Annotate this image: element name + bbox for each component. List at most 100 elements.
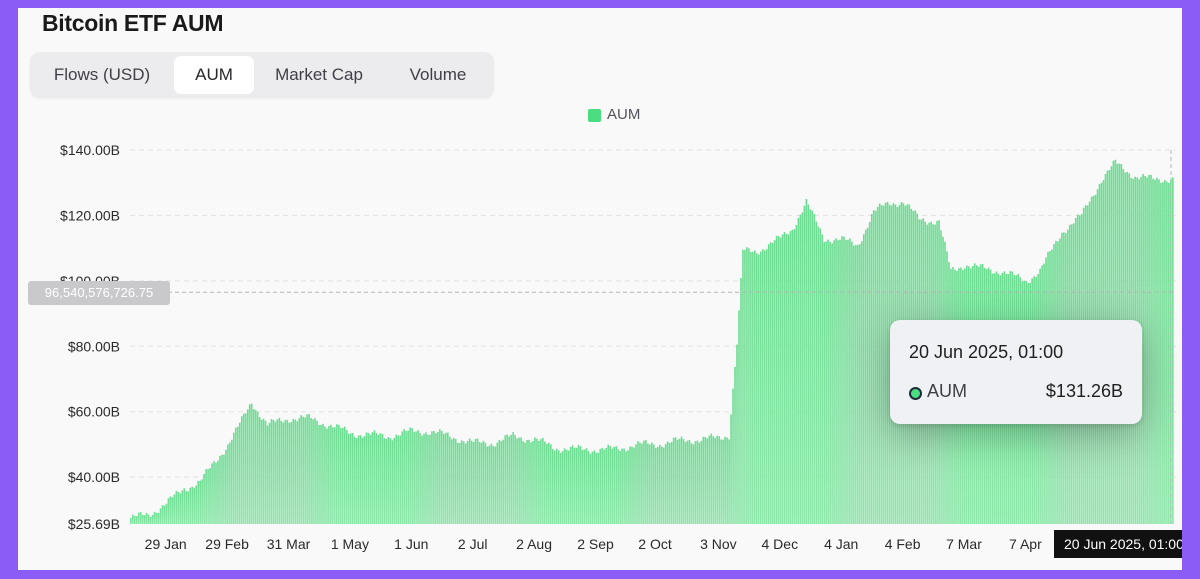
aum-bar bbox=[569, 446, 572, 524]
tab-volume[interactable]: Volume bbox=[409, 65, 467, 84]
aum-bar bbox=[462, 441, 465, 524]
aum-bar bbox=[555, 448, 558, 524]
aum-bar bbox=[773, 240, 776, 524]
aum-bar bbox=[246, 409, 249, 524]
aum-bar bbox=[1144, 175, 1146, 524]
aum-bar bbox=[544, 441, 546, 524]
aum-bar bbox=[288, 422, 291, 524]
aum-bar bbox=[579, 446, 582, 524]
aum-bar bbox=[258, 417, 261, 524]
aum-bar bbox=[857, 244, 859, 524]
aum-bar bbox=[593, 450, 596, 524]
aum-bar bbox=[666, 441, 669, 524]
aum-bar bbox=[629, 446, 631, 524]
aum-bar bbox=[777, 236, 780, 525]
aum-bar bbox=[595, 452, 598, 524]
aum-bar bbox=[884, 202, 887, 524]
aum-bar bbox=[187, 491, 190, 524]
aum-bar bbox=[1160, 182, 1162, 525]
aum-bar bbox=[538, 440, 540, 524]
aum-bar bbox=[183, 488, 186, 524]
aum-bar bbox=[159, 508, 162, 524]
aum-bar bbox=[131, 514, 134, 524]
aum-bar bbox=[512, 432, 514, 524]
aum-bar bbox=[534, 437, 536, 524]
aum-bar bbox=[742, 249, 744, 524]
aum-bar bbox=[355, 438, 358, 524]
aum-bar bbox=[613, 446, 615, 524]
aum-bar bbox=[757, 254, 760, 524]
aum-bar bbox=[421, 435, 423, 524]
x-tick-label: 4 Feb bbox=[885, 536, 921, 552]
aum-bar bbox=[431, 431, 433, 524]
aum-bar bbox=[437, 431, 439, 524]
aum-bar bbox=[217, 460, 219, 524]
aum-bar bbox=[769, 242, 772, 524]
aum-bar bbox=[510, 434, 512, 524]
aum-bar bbox=[1162, 182, 1164, 524]
aum-bar bbox=[775, 235, 778, 524]
tab-market-cap[interactable]: Market Cap bbox=[275, 65, 363, 84]
aum-bar bbox=[439, 429, 441, 524]
aum-bar bbox=[197, 481, 199, 524]
aum-bar bbox=[318, 425, 320, 524]
aum-bar bbox=[625, 451, 627, 524]
aum-bar bbox=[157, 512, 160, 524]
aum-bar bbox=[771, 242, 774, 524]
aum-bar bbox=[752, 251, 754, 524]
tab-bar: Flows (USD) AUM Market Cap Volume bbox=[30, 52, 494, 98]
aum-bar bbox=[175, 490, 178, 524]
aum-bar bbox=[351, 433, 354, 524]
aum-bar bbox=[599, 448, 602, 524]
aum-bar bbox=[621, 448, 623, 524]
aum-bar bbox=[282, 422, 285, 524]
aum-bar bbox=[718, 436, 720, 524]
aum-bar bbox=[855, 244, 857, 524]
aum-bar bbox=[468, 438, 471, 524]
aum-bar bbox=[266, 425, 269, 524]
aum-bar bbox=[866, 227, 869, 524]
aum-bar bbox=[587, 451, 590, 524]
tab-aum[interactable]: AUM bbox=[174, 56, 254, 94]
aum-bar bbox=[756, 253, 758, 524]
aum-bar bbox=[835, 238, 837, 524]
aum-bar bbox=[1148, 174, 1150, 524]
x-tick-label: 2 Jul bbox=[458, 536, 488, 552]
aum-bar bbox=[601, 447, 604, 524]
aum-bar bbox=[720, 439, 722, 524]
aum-bar bbox=[787, 234, 790, 524]
aum-bar bbox=[1170, 179, 1172, 525]
aum-bar bbox=[530, 442, 532, 524]
aum-bar bbox=[605, 447, 608, 524]
aum-bar bbox=[811, 210, 814, 524]
aum-bar bbox=[395, 434, 398, 524]
aum-bar bbox=[385, 438, 388, 524]
aum-bar bbox=[163, 505, 166, 524]
aum-bar bbox=[557, 450, 560, 524]
aum-bar bbox=[1154, 179, 1156, 524]
aum-bar bbox=[205, 469, 207, 524]
aum-bar bbox=[137, 512, 140, 524]
tab-flows[interactable]: Flows (USD) bbox=[53, 65, 151, 84]
x-tick-label: 7 Apr bbox=[1009, 536, 1042, 552]
aum-bar bbox=[373, 430, 376, 524]
aum-bar bbox=[223, 454, 225, 524]
aum-bar bbox=[1152, 178, 1154, 524]
aum-bar bbox=[399, 435, 402, 524]
aum-bar bbox=[494, 446, 497, 524]
aum-bar bbox=[304, 417, 306, 524]
aum-chart[interactable]: $140.00B$120.00B$100.00B$80.00B$60.00B$4… bbox=[18, 8, 1182, 570]
aum-bar bbox=[880, 205, 883, 525]
aum-bar bbox=[296, 421, 299, 524]
aum-bar bbox=[177, 491, 180, 524]
aum-bar bbox=[623, 448, 625, 524]
aum-bar bbox=[1150, 174, 1152, 524]
aum-bar bbox=[233, 432, 235, 524]
aum-bar bbox=[797, 217, 800, 524]
aum-bar bbox=[1164, 179, 1166, 525]
aum-bar bbox=[252, 409, 255, 524]
aum-bar bbox=[827, 239, 829, 524]
aum-bar bbox=[843, 236, 845, 525]
aum-bar bbox=[185, 491, 188, 524]
legend-swatch bbox=[588, 109, 601, 122]
